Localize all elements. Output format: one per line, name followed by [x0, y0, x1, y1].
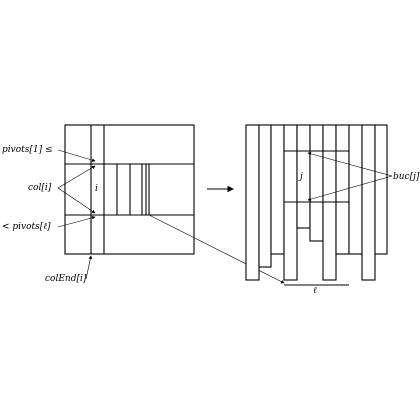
left-annotations: pivots[1] ≤ col[i] < pivots[ℓ] colEnd[i] [2, 145, 96, 284]
pivots-bottom-label: < pivots[ℓ] [2, 222, 51, 232]
bucket-column [270, 124, 285, 255]
buc-j-arrow-up [307, 152, 393, 177]
pivots-top-arrow [57, 149, 96, 162]
ell-label: ℓ [313, 286, 317, 296]
col-i-label: col[i] [28, 183, 52, 193]
matrix-to-buckets-arrow [148, 214, 285, 284]
pivots-bottom-arrow [57, 216, 96, 228]
bucket-column [309, 124, 324, 242]
bucket-column [348, 124, 363, 255]
buc-j-label: buc[j] [393, 172, 420, 182]
bucket-annotation: buc[j] [307, 152, 420, 201]
buc-j-arrow-down [307, 175, 393, 201]
col-i-arrow-down [57, 187, 96, 214]
pivot-columns [116, 164, 150, 215]
bucket-column [361, 124, 376, 281]
pivots-top-label: pivots[1] ≤ [2, 145, 53, 155]
col-end-arrow [85, 255, 93, 280]
bucket-index-label: j [298, 172, 303, 182]
col-i-arrow-up [57, 165, 96, 189]
ell-bracket: ℓ [284, 284, 349, 296]
left-matrix: i [64, 124, 195, 255]
col-end-label: colEnd[i] [45, 274, 87, 284]
matrix-outline [64, 124, 195, 255]
bucket-column [335, 124, 350, 255]
bucket-columns: j [245, 124, 388, 281]
bucket-column [258, 124, 272, 268]
bucket-column [245, 124, 260, 281]
bucket-column [296, 124, 311, 229]
column-index-label: i [95, 184, 98, 194]
bucket-column [374, 124, 388, 255]
